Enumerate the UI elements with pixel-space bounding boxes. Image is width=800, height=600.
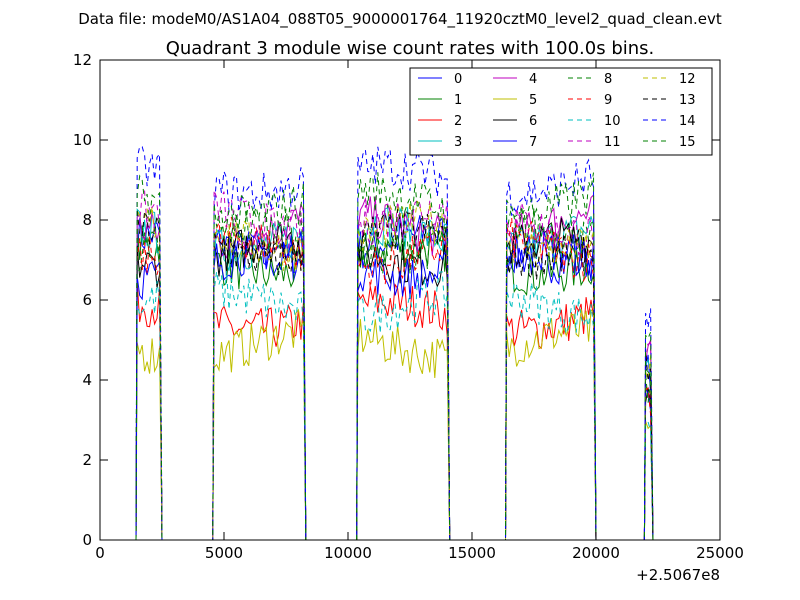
series-line-8 bbox=[100, 206, 654, 541]
series-line-13 bbox=[100, 208, 654, 541]
x-tick-label: 15000 bbox=[448, 544, 496, 562]
legend-label-9: 9 bbox=[604, 93, 612, 108]
x-tick-label: 20000 bbox=[572, 544, 620, 562]
legend-label-15: 15 bbox=[679, 135, 696, 150]
y-tick-label: 4 bbox=[82, 371, 92, 389]
legend-label-14: 14 bbox=[679, 114, 696, 129]
x-tick-label: 10000 bbox=[324, 544, 372, 562]
y-tick-label: 12 bbox=[73, 51, 92, 69]
legend-label-8: 8 bbox=[604, 72, 612, 87]
series-line-5 bbox=[100, 308, 654, 541]
series-line-12 bbox=[100, 200, 654, 541]
y-tick-label: 6 bbox=[82, 291, 92, 309]
series-line-9 bbox=[100, 216, 654, 541]
legend-label-0: 0 bbox=[454, 72, 462, 87]
legend-label-6: 6 bbox=[529, 114, 537, 129]
legend-label-1: 1 bbox=[454, 93, 462, 108]
legend-label-7: 7 bbox=[529, 135, 537, 150]
legend-label-11: 11 bbox=[604, 135, 621, 150]
series-line-11 bbox=[100, 190, 654, 541]
legend-label-10: 10 bbox=[604, 114, 621, 129]
legend-label-12: 12 bbox=[679, 72, 696, 87]
legend-label-3: 3 bbox=[454, 135, 462, 150]
legend-label-2: 2 bbox=[454, 114, 462, 129]
legend-label-13: 13 bbox=[679, 93, 696, 108]
series-line-4 bbox=[100, 193, 654, 541]
x-tick-label: 25000 bbox=[696, 544, 744, 562]
x-offset-label: +2.5067e8 bbox=[636, 566, 720, 584]
y-tick-label: 0 bbox=[82, 531, 92, 549]
x-tick-label: 5000 bbox=[205, 544, 243, 562]
y-tick-label: 10 bbox=[73, 131, 92, 149]
series-line-15 bbox=[100, 172, 654, 541]
series-line-10 bbox=[100, 270, 654, 541]
x-tick-label: 0 bbox=[95, 544, 105, 562]
plot-lines bbox=[100, 146, 654, 541]
y-tick-label: 2 bbox=[82, 451, 92, 469]
series-line-14 bbox=[100, 146, 654, 541]
legend-label-4: 4 bbox=[529, 72, 537, 87]
series-line-3 bbox=[100, 206, 654, 541]
y-tick-label: 8 bbox=[82, 211, 92, 229]
chart-title: Quadrant 3 module wise count rates with … bbox=[166, 38, 655, 59]
legend-label-5: 5 bbox=[529, 93, 537, 108]
series-line-0 bbox=[100, 215, 654, 541]
series-line-7 bbox=[100, 230, 654, 541]
figure-suptitle: Data file: modeM0/AS1A04_088T05_90000017… bbox=[78, 10, 722, 29]
